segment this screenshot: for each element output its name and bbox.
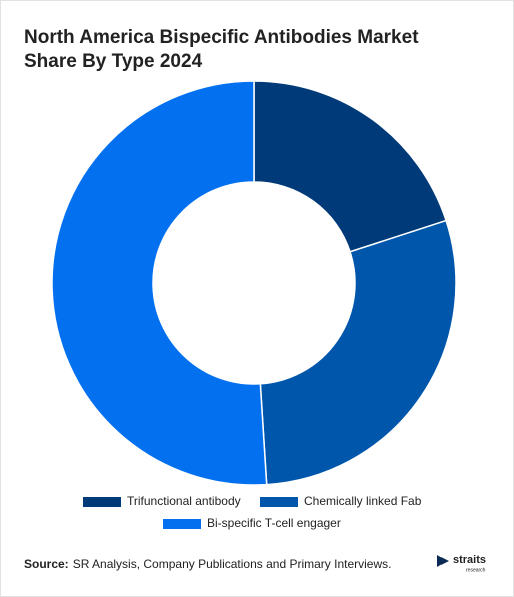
source-label: Source: (24, 557, 69, 571)
legend-swatch (260, 497, 298, 507)
source-text: SR Analysis, Company Publications and Pr… (73, 557, 392, 571)
logo-sub: research (466, 567, 486, 573)
legend-label: Bi-specific T-cell engager (207, 516, 341, 530)
donut-slice (51, 80, 268, 486)
source: Source: SR Analysis, Company Publications… (24, 557, 391, 571)
legend-label: Chemically linked Fab (304, 494, 422, 508)
legend-swatch (83, 497, 121, 507)
logo-icon (437, 555, 449, 567)
legend-label: Trifunctional antibody (127, 494, 241, 508)
donut-slice (259, 219, 457, 486)
chart-title: North America Bispecific Antibodies Mark… (24, 27, 419, 72)
donut-slice (253, 80, 448, 253)
logo: straits (453, 554, 486, 566)
legend-swatch (163, 519, 201, 529)
